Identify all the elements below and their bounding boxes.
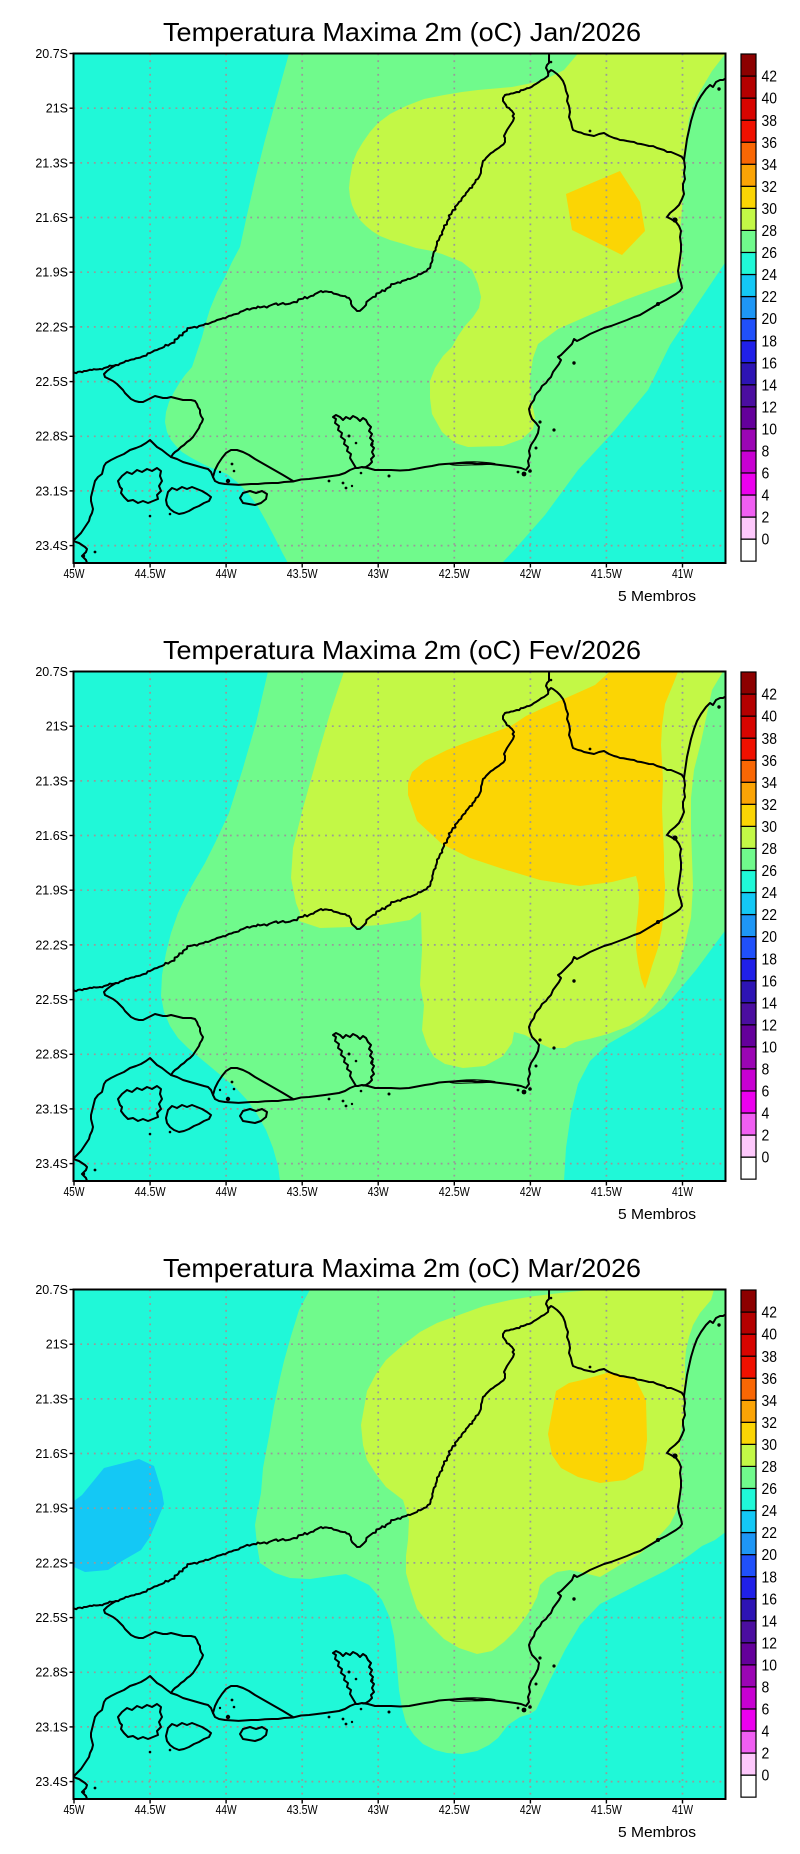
svg-text:12: 12 [762, 399, 778, 416]
svg-text:14: 14 [762, 377, 778, 394]
svg-text:42W: 42W [520, 567, 541, 581]
svg-text:43W: 43W [368, 567, 389, 581]
svg-text:22.2S: 22.2S [35, 320, 68, 334]
svg-text:5 Membros: 5 Membros [618, 589, 696, 605]
svg-text:16: 16 [762, 355, 778, 372]
svg-text:42: 42 [762, 69, 778, 86]
svg-text:40: 40 [762, 91, 778, 108]
svg-text:24: 24 [762, 267, 778, 284]
svg-text:Temperatura Maxima 2m (oC) Fev: Temperatura Maxima 2m (oC) Fev/2026 [163, 635, 641, 665]
svg-text:44.5W: 44.5W [135, 567, 166, 581]
svg-text:4: 4 [762, 488, 770, 505]
svg-text:36: 36 [762, 135, 778, 152]
svg-text:38: 38 [762, 113, 778, 130]
svg-text:10: 10 [762, 421, 778, 438]
svg-text:41.5W: 41.5W [591, 567, 622, 581]
svg-text:20.7S: 20.7S [35, 47, 68, 61]
svg-text:42.5W: 42.5W [439, 567, 470, 581]
svg-text:2: 2 [762, 510, 770, 527]
svg-text:41W: 41W [672, 567, 693, 581]
svg-text:23.1S: 23.1S [35, 484, 68, 498]
svg-text:20: 20 [762, 311, 778, 328]
svg-text:23.4S: 23.4S [35, 539, 68, 553]
svg-text:21.3S: 21.3S [35, 156, 68, 170]
svg-text:8: 8 [762, 444, 770, 461]
svg-text:22.5S: 22.5S [35, 375, 68, 389]
svg-text:0: 0 [762, 532, 770, 549]
svg-text:32: 32 [762, 179, 778, 196]
svg-text:30: 30 [762, 201, 778, 218]
svg-text:22.8S: 22.8S [35, 430, 68, 444]
svg-text:34: 34 [762, 157, 778, 174]
svg-text:18: 18 [762, 333, 778, 350]
svg-text:45W: 45W [64, 567, 85, 581]
svg-text:21S: 21S [46, 102, 68, 116]
svg-text:22: 22 [762, 289, 778, 306]
svg-text:Temperatura Maxima 2m (oC) Mar: Temperatura Maxima 2m (oC) Mar/2026 [163, 1253, 641, 1283]
svg-text:43.5W: 43.5W [287, 567, 318, 581]
svg-text:28: 28 [762, 223, 778, 240]
svg-text:21.6S: 21.6S [35, 211, 68, 225]
svg-text:26: 26 [762, 245, 778, 262]
svg-text:6: 6 [762, 466, 770, 483]
svg-text:Temperatura Maxima 2m (oC) Jan: Temperatura Maxima 2m (oC) Jan/2026 [163, 17, 641, 47]
svg-text:21.9S: 21.9S [35, 266, 68, 280]
svg-text:44W: 44W [216, 567, 237, 581]
